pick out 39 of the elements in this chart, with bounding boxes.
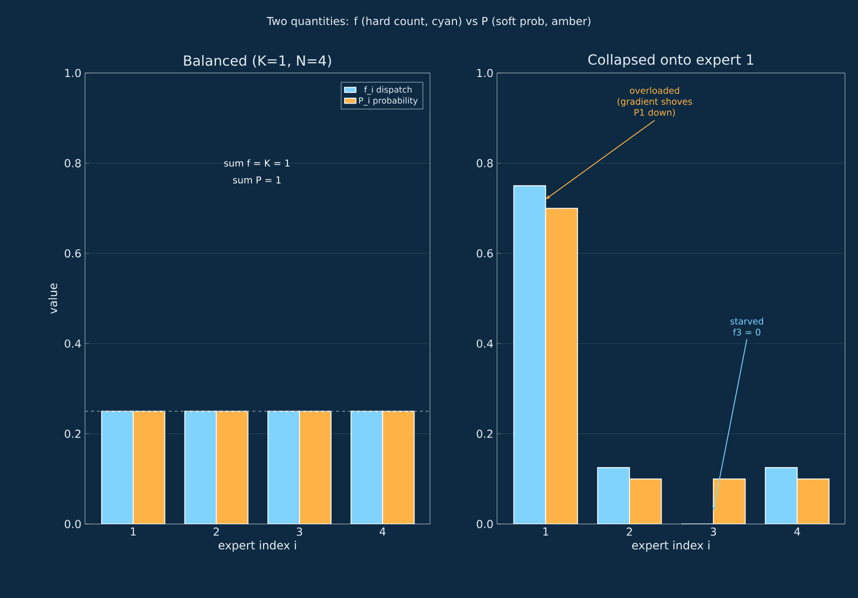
y-tick-label: 0.0 bbox=[64, 520, 81, 528]
y-tick-label: 0.4 bbox=[64, 339, 81, 348]
bar bbox=[764, 467, 798, 524]
x-axis-title: expert index i bbox=[632, 540, 710, 552]
text: Two quantities: f (hard count, cyan) vs P (soft prob, amber) bbox=[266, 16, 590, 28]
chart-title: Collapsed onto expert 1 bbox=[588, 54, 754, 68]
x-tick-label: 1 bbox=[130, 528, 136, 536]
y-tick-label: 0.0 bbox=[476, 520, 493, 528]
annotation: sum P = 1 bbox=[233, 176, 281, 184]
bar bbox=[514, 186, 546, 524]
x-axis-title: expert index i bbox=[218, 540, 296, 552]
y-tick-label: 0.6 bbox=[64, 249, 81, 258]
y-tick-label: 0.6 bbox=[476, 249, 493, 258]
y-tick-label: 0.2 bbox=[476, 430, 492, 438]
annotation: overloaded (gradient shoves P1 down) bbox=[618, 86, 692, 117]
bar bbox=[796, 478, 830, 524]
chart-title: Balanced (K=1, N=4) bbox=[184, 55, 331, 68]
x-tick-label: 3 bbox=[296, 528, 302, 536]
bar bbox=[713, 478, 746, 524]
bar bbox=[546, 208, 578, 524]
y-tick-label: 1.0 bbox=[65, 68, 81, 78]
bar bbox=[598, 468, 630, 524]
annotation: starved f3 = 0 bbox=[730, 318, 764, 336]
y-tick-label: 0.8 bbox=[64, 159, 81, 168]
x-tick-label: 3 bbox=[710, 528, 716, 536]
bar bbox=[630, 478, 662, 524]
y-tick-label: 1.0 bbox=[477, 68, 493, 78]
y-axis-title: value bbox=[48, 283, 58, 314]
y-tick-label: 0.2 bbox=[64, 430, 80, 438]
x-tick-label: 1 bbox=[543, 528, 548, 536]
legend-label: f_i dispatch bbox=[364, 86, 412, 95]
x-tick-label: 4 bbox=[380, 528, 386, 536]
x-tick-label: 4 bbox=[794, 528, 800, 536]
x-tick-label: 2 bbox=[626, 528, 632, 536]
x-tick-label: 2 bbox=[214, 528, 219, 536]
legend-label: P_i probability bbox=[359, 97, 418, 106]
y-tick-label: 0.4 bbox=[476, 339, 493, 348]
annotation: sum f = K = 1 bbox=[224, 159, 290, 167]
y-tick-label: 0.8 bbox=[476, 159, 493, 168]
